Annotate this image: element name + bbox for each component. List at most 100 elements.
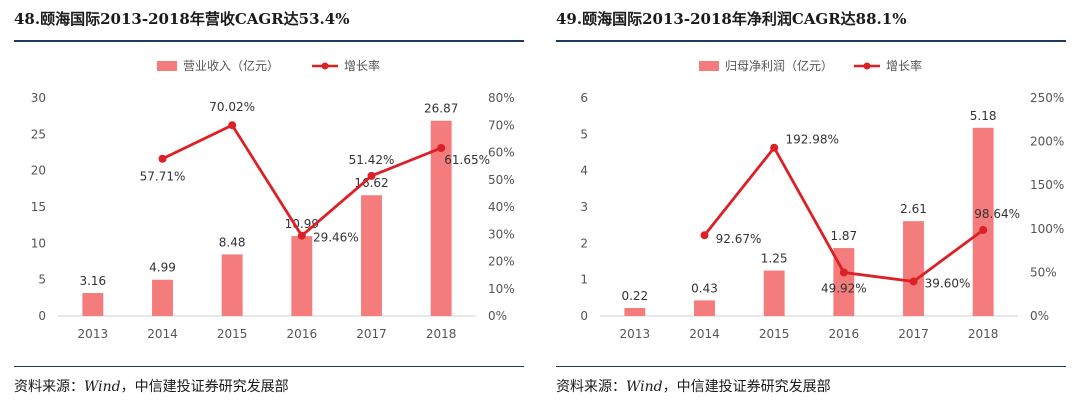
y-right-tick: 50% <box>1030 265 1057 279</box>
y-right-tick: 100% <box>1030 222 1064 236</box>
y-left-tick: 20 <box>31 164 46 178</box>
source-note: 资料来源：Wind，中信建投证券研究发展部 <box>556 376 831 396</box>
y-right-tick: 80% <box>488 91 515 105</box>
growth-rate-point <box>367 171 376 180</box>
chart-title: 49.颐海国际2013-2018年净利润CAGR达88.1% <box>556 10 907 28</box>
x-tick-label: 2013 <box>620 327 651 341</box>
y-right-tick: 20% <box>488 255 515 269</box>
bar <box>291 236 313 316</box>
source-wind: Wind <box>84 379 121 395</box>
y-right-tick: 10% <box>488 282 515 296</box>
y-right-tick: 70% <box>488 118 515 132</box>
legend-line-label: 增长率 <box>886 58 922 73</box>
source-label: 资料来源： <box>556 379 626 395</box>
growth-rate-point <box>909 277 918 286</box>
y-left-tick: 10 <box>31 236 46 250</box>
legend-line-marker <box>863 62 871 70</box>
x-tick-label: 2013 <box>78 327 109 341</box>
growth-rate-point <box>979 225 988 234</box>
bar-data-label: 4.99 <box>149 261 176 275</box>
legend-bar-swatch <box>699 61 719 71</box>
net-profit-chart: 归母净利润（亿元） 增长率 0 1 2 3 4 5 6 0% 50% 100% 150% 200% 250%… <box>580 58 1064 341</box>
footer-rule <box>14 366 524 367</box>
growth-rate-point <box>770 143 779 152</box>
bar-data-label: 0.22 <box>621 289 648 303</box>
y-right-tick: 0% <box>488 309 507 323</box>
line-data-label: 57.71% <box>140 170 186 184</box>
bar-data-label: 0.43 <box>691 281 718 295</box>
y-right-tick: 200% <box>1030 135 1064 149</box>
growth-rate-point <box>158 154 167 163</box>
y-left-tick: 0 <box>580 309 588 323</box>
legend-line-marker <box>321 62 329 70</box>
bar-data-label: 1.25 <box>761 252 788 266</box>
x-tick-label: 2016 <box>287 327 318 341</box>
y-left-tick: 25 <box>31 127 46 141</box>
y-left-tick: 1 <box>580 273 588 287</box>
source-wind: Wind <box>626 379 663 395</box>
y-right-tick: 60% <box>488 146 515 160</box>
bar <box>763 270 785 316</box>
legend-bar-label: 归母净利润（亿元） <box>725 58 833 73</box>
line-data-label: 98.64% <box>974 207 1020 221</box>
y-right-tick: 40% <box>488 200 515 214</box>
x-tick-label: 2015 <box>759 327 790 341</box>
y-left-tick: 0 <box>38 309 46 323</box>
growth-rate-point <box>700 231 709 240</box>
growth-rate-point <box>839 268 848 277</box>
y-left-tick: 4 <box>580 164 588 178</box>
left-chart-panel: 48.颐海国际2013-2018年营收CAGR达53.4% 营业收入（亿元） 增长… <box>14 0 534 417</box>
bar-data-label: 5.18 <box>970 109 997 123</box>
source-rest: ，中信建投证券研究发展部 <box>120 379 289 395</box>
x-tick-label: 2017 <box>898 327 929 341</box>
source-label: 资料来源： <box>14 379 84 395</box>
line-data-label: 39.60% <box>925 276 971 290</box>
y-left-tick: 6 <box>580 91 588 105</box>
line-data-label: 192.98% <box>785 133 838 147</box>
bar-data-label: 2.61 <box>900 202 927 216</box>
line-data-label: 49.92% <box>821 281 867 295</box>
chart-title: 48.颐海国际2013-2018年营收CAGR达53.4% <box>14 10 350 28</box>
legend-line-label: 增长率 <box>344 58 380 73</box>
y-right-tick: 150% <box>1030 178 1064 192</box>
x-tick-label: 2015 <box>217 327 248 341</box>
line-data-label: 61.65% <box>444 153 490 167</box>
y-right-tick: 50% <box>488 173 515 187</box>
bar <box>430 120 452 317</box>
growth-rate-point <box>228 121 237 130</box>
bar-data-label: 3.16 <box>79 274 106 288</box>
bar <box>361 195 382 316</box>
bar <box>82 293 104 316</box>
y-left-tick: 5 <box>38 273 46 287</box>
x-tick-label: 2014 <box>689 327 720 341</box>
bar <box>694 300 715 316</box>
bar-data-label: 1.87 <box>830 229 857 243</box>
x-tick-label: 2018 <box>968 327 999 341</box>
title-rule <box>14 40 524 42</box>
x-tick-label: 2018 <box>426 327 457 341</box>
y-left-tick: 3 <box>580 200 588 214</box>
bar-data-label: 26.87 <box>424 102 458 116</box>
legend-bar-label: 营业收入（亿元） <box>183 58 279 73</box>
source-rest: ，中信建投证券研究发展部 <box>662 379 831 395</box>
right-chart-panel: 49.颐海国际2013-2018年净利润CAGR达88.1% 归母净利润（亿元）… <box>556 0 1076 417</box>
bar-data-label: 16.62 <box>354 176 388 190</box>
y-right-tick: 30% <box>488 227 515 241</box>
bar <box>972 127 994 316</box>
revenue-chart: 营业收入（亿元） 增长率 0 5 10 15 20 25 30 0% 10% 20% 30% 40% 50%… <box>31 58 515 341</box>
bar <box>624 308 646 316</box>
title-rule <box>556 40 1066 42</box>
line-data-label: 92.67% <box>716 232 762 246</box>
line-data-label: 51.42% <box>349 153 395 167</box>
bar <box>152 279 173 316</box>
y-right-tick: 0% <box>1030 309 1049 323</box>
line-data-label: 70.02% <box>209 100 255 114</box>
bar-data-label: 8.48 <box>219 235 246 249</box>
line-data-label: 29.46% <box>313 231 359 245</box>
legend-bar-swatch <box>157 61 177 71</box>
growth-rate-point <box>437 144 446 153</box>
x-tick-label: 2016 <box>829 327 860 341</box>
y-left-tick: 5 <box>580 127 588 141</box>
bar <box>903 221 924 316</box>
x-tick-label: 2017 <box>356 327 387 341</box>
